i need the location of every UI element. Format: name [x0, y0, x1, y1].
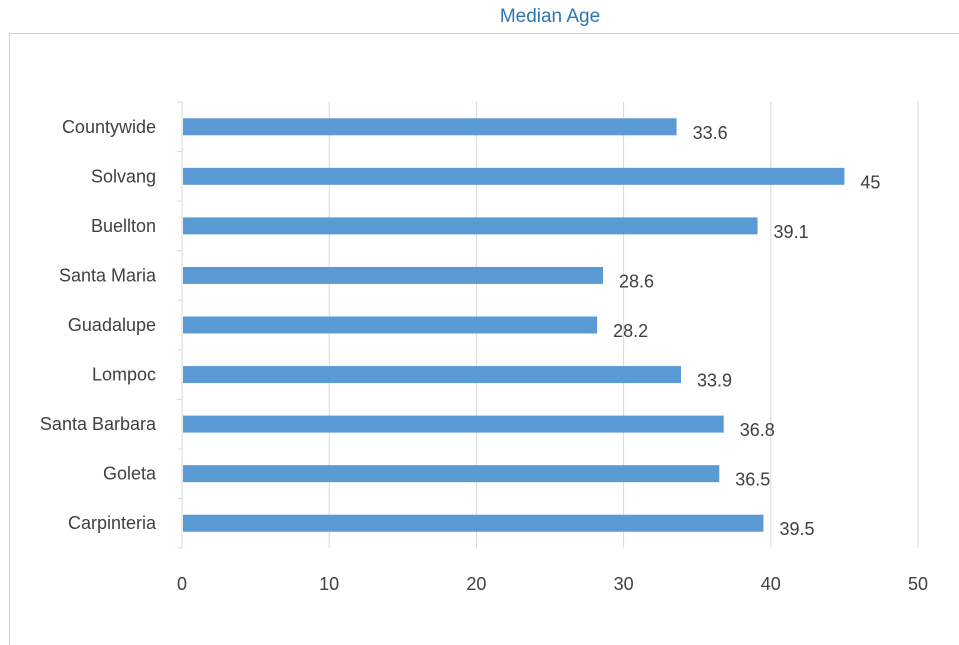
x-tick-label: 40 — [761, 574, 781, 594]
category-label: Carpinteria — [68, 513, 157, 533]
category-label: Buellton — [91, 216, 156, 236]
labels: 0 10 20 30 40 50 Countywide 33.6 Solvang 45 Buellt… — [40, 117, 928, 594]
data-label: 36.5 — [735, 470, 770, 490]
category-label: Solvang — [91, 166, 156, 186]
data-label: 39.1 — [774, 222, 809, 242]
bar — [183, 266, 603, 284]
chart-frame-left-border — [9, 33, 10, 645]
x-tick-label: 20 — [466, 574, 486, 594]
x-tick-label: 50 — [908, 574, 928, 594]
category-label: Guadalupe — [68, 315, 156, 335]
category-label: Countywide — [62, 117, 156, 137]
data-label: 28.2 — [613, 321, 648, 341]
x-tick-label: 0 — [177, 574, 187, 594]
category-label: Lompoc — [92, 365, 156, 385]
data-label: 39.5 — [779, 519, 814, 539]
category-label: Santa Maria — [59, 265, 157, 285]
category-axis — [177, 101, 183, 549]
bar — [183, 118, 677, 136]
x-tick-label: 30 — [614, 574, 634, 594]
bar — [183, 167, 845, 185]
data-label: 36.8 — [740, 420, 775, 440]
bar — [183, 217, 758, 235]
bar — [183, 465, 720, 483]
chart-frame-top-border — [9, 33, 959, 34]
data-label: 33.9 — [697, 371, 732, 391]
category-label: Santa Barbara — [40, 414, 157, 434]
bars — [183, 118, 845, 532]
data-label: 28.6 — [619, 271, 654, 291]
data-label: 45 — [860, 172, 880, 192]
bar — [183, 316, 598, 334]
data-label: 33.6 — [693, 123, 728, 143]
bar — [183, 514, 764, 532]
chart-title: Median Age — [499, 6, 601, 27]
bar — [183, 415, 724, 433]
category-label: Goleta — [103, 464, 157, 484]
bar — [183, 366, 682, 384]
x-tick-label: 10 — [319, 574, 339, 594]
